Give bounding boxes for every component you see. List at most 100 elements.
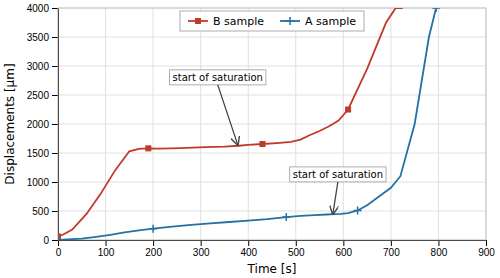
annotation-box: [170, 70, 266, 85]
x-axis-tick: 400: [240, 240, 257, 258]
annotation: start of saturation: [170, 70, 266, 145]
y-axis-tick-mark: [52, 95, 58, 96]
y-axis-tick-mark: [52, 240, 58, 241]
grid-line-y: [58, 153, 486, 154]
grid-line-y: [58, 66, 486, 67]
series-marker: [282, 213, 290, 221]
legend-frame: [180, 11, 364, 31]
annotation: start of saturation: [290, 167, 386, 214]
x-axis-tick-mark: [438, 240, 439, 246]
series-line: [58, 8, 403, 237]
x-axis-tick: 300: [193, 240, 210, 258]
series-marker-group: [354, 206, 362, 214]
y-axis-tick: 1000: [27, 177, 58, 188]
x-axis-tick-mark: [296, 240, 297, 246]
y-axis-tick-label: 3500: [27, 32, 50, 43]
x-axis-tick-mark: [248, 240, 249, 246]
legend-marker: [286, 17, 294, 25]
legend-marker-group: [195, 19, 200, 24]
x-axis-tick: 0: [56, 240, 62, 258]
annotation-arrow: [333, 182, 338, 214]
legend-label: A sample: [305, 15, 356, 28]
annotations: start of saturation start of saturation: [170, 70, 386, 214]
series-marker: [149, 225, 157, 233]
series-marker: [146, 146, 151, 151]
legend-label: B sample: [213, 15, 264, 28]
x-axis-tick-label: 900: [478, 247, 495, 258]
grid-line-y: [58, 95, 486, 96]
annotation-text: start of saturation: [173, 72, 263, 83]
x-axis-tick: 700: [383, 240, 400, 258]
y-axis-tick-label: 2000: [27, 119, 50, 130]
x-axis-tick-label: 500: [288, 247, 305, 258]
data-area: [58, 8, 440, 240]
y-axis-line: [52, 9, 59, 241]
legend-marker-group: [286, 17, 294, 25]
series-marker-group: [282, 213, 290, 221]
series-line: [58, 8, 436, 240]
legend-item: A sample: [280, 15, 356, 28]
legend-marker: [195, 19, 200, 24]
y-axis-tick-label: 0: [43, 235, 49, 246]
grid-line-y: [58, 182, 486, 183]
y-axis-tick-mark: [52, 66, 58, 67]
series-marker: [58, 236, 62, 240]
grid: [58, 8, 486, 240]
annotation-text: start of saturation: [293, 169, 383, 180]
annotation-box: [290, 167, 386, 182]
y-axis-tick: 3500: [27, 32, 58, 43]
series-marker-group: [146, 146, 151, 151]
legend-item: B sample: [188, 15, 264, 28]
x-axis-tick-label: 300: [193, 247, 210, 258]
y-axis-tick-label: 3000: [27, 61, 50, 72]
y-axis-tick: 4000: [27, 3, 58, 14]
x-axis-title: Time [s]: [247, 262, 297, 276]
y-axis-tick-label: 2500: [27, 90, 50, 101]
series-marker-group: [149, 225, 157, 233]
annotation-arrow: [218, 85, 238, 145]
x-axis-tick-mark: [153, 240, 154, 246]
x-axis-tick: 500: [288, 240, 305, 258]
x-axis-tick-label: 600: [335, 247, 352, 258]
x-axis-tick: 200: [145, 240, 162, 258]
legend: B sample A sample: [180, 11, 364, 31]
x-axis-tick-mark: [343, 240, 344, 246]
plot-frame: [58, 8, 486, 240]
y-axis-tick-label: 1500: [27, 148, 50, 159]
x-axis-tick-label: 100: [98, 247, 115, 258]
x-axis-tick-label: 0: [56, 247, 62, 258]
series-marker: [260, 142, 265, 147]
y-axis-tick: 2000: [27, 119, 58, 130]
x-axis-tick: 100: [98, 240, 115, 258]
x-axis-tick-label: 800: [431, 247, 448, 258]
x-axis-tick-mark: [391, 240, 392, 246]
y-axis-tick: 0: [43, 235, 58, 246]
plot: 0 100 200 300 400 500 600 700 800 900 0 500 1000 1500…: [27, 3, 496, 258]
x-axis-tick-label: 200: [145, 247, 162, 258]
grid-line-y: [58, 37, 486, 38]
y-axis-tick-mark: [52, 211, 58, 212]
chart: 0 100 200 300 400 500 600 700 800 900 0 500 1000 1500…: [0, 0, 500, 278]
series-marker-group: [58, 236, 62, 240]
y-axis-tick: 2500: [27, 90, 58, 101]
x-axis-tick-label: 400: [240, 247, 257, 258]
x-axis-tick-mark: [201, 240, 202, 246]
y-axis-tick: 500: [32, 206, 58, 217]
x-axis-tick: 600: [335, 240, 352, 258]
y-axis-tick-label: 1000: [27, 177, 50, 188]
x-axis-tick: 800: [431, 240, 448, 258]
grid-line-y: [58, 211, 486, 212]
y-axis-tick-mark: [52, 182, 58, 183]
y-axis-tick: 3000: [27, 61, 58, 72]
x-axis-tick-mark: [486, 240, 487, 246]
y-axis: 0 500 1000 1500 2000 2500 3000 3500 4000: [27, 3, 59, 246]
grid-line-y: [58, 124, 486, 125]
series-marker-group: [346, 107, 351, 112]
x-axis: 0 100 200 300 400 500 600 700 800 900: [56, 240, 496, 258]
y-axis-tick-mark: [52, 153, 58, 154]
x-axis-line: [59, 241, 487, 247]
series-marker-group: [260, 142, 265, 147]
y-axis-title: Displacements [μm]: [3, 63, 17, 184]
series-marker-group: [432, 8, 440, 12]
x-axis-tick-label: 700: [383, 247, 400, 258]
